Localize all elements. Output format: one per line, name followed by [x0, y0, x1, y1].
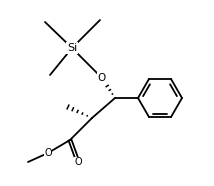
Text: O: O — [98, 73, 106, 83]
Text: O: O — [74, 157, 82, 167]
Text: O: O — [44, 148, 52, 158]
Text: Si: Si — [67, 43, 77, 53]
